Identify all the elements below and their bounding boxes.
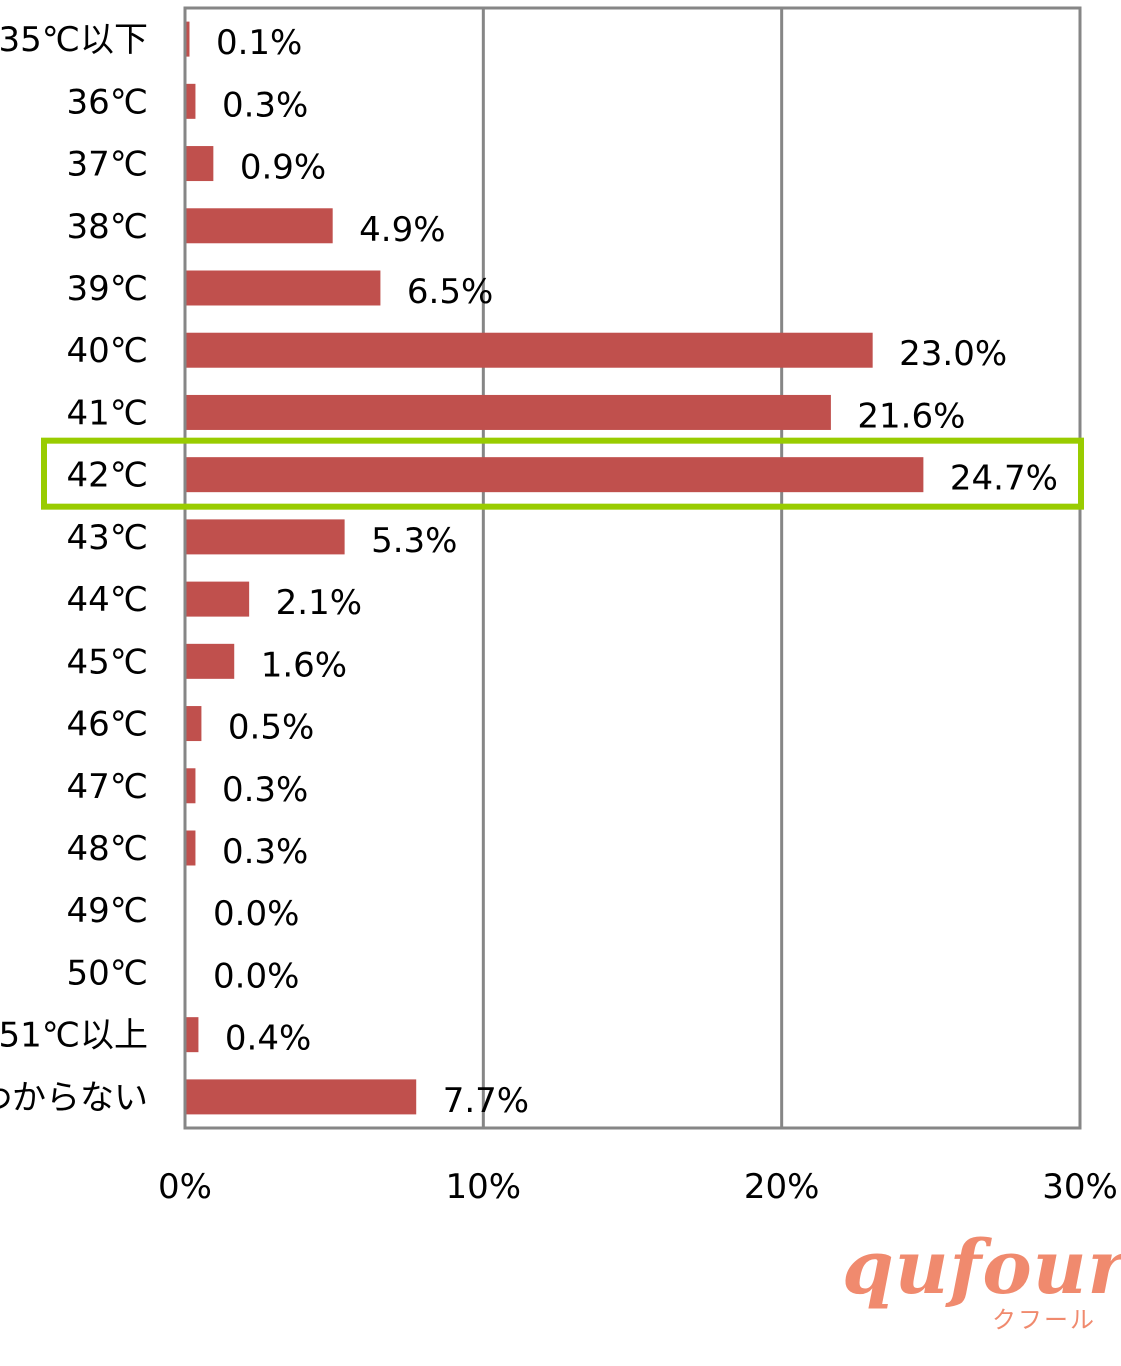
data-label: 0.4% <box>225 1019 311 1059</box>
highlight-layer <box>41 437 1084 510</box>
bar <box>186 1079 417 1115</box>
value-labels: 0.1% 0.3% 0.9% 4.9% 6.5% 23.0% 21.6% 24.7% 5.3%2… <box>213 23 1058 1121</box>
category-label: 35℃以下 <box>0 20 148 60</box>
category-label: 39℃ <box>67 269 148 309</box>
x-axis-tick-labels: 0% 10% 20% 30% <box>158 1167 1118 1207</box>
logo-wordmark: qufour <box>842 1225 1121 1311</box>
category-label: 40℃ <box>67 331 148 371</box>
plot-area-frame <box>183 6 1082 1130</box>
bar <box>186 83 196 119</box>
data-label: 21.6% <box>857 396 965 436</box>
highlight-box <box>41 437 1084 510</box>
data-label: 24.7% <box>950 459 1058 499</box>
data-label: 7.7% <box>443 1081 529 1121</box>
data-label: 23.0% <box>899 334 1007 374</box>
category-label: 38℃ <box>67 207 148 247</box>
logo-katakana: クフール <box>992 1306 1096 1334</box>
data-label: 0.3% <box>222 770 308 810</box>
category-label: 49℃ <box>67 891 148 931</box>
category-label: 46℃ <box>67 705 148 745</box>
bar <box>186 581 250 617</box>
category-labels: 35℃以下 36℃ 37℃ 38℃ 39℃ 40℃ 41℃ 42℃ 43℃ 44℃ 45℃ 46℃ 47… <box>0 20 148 1118</box>
category-label: 48℃ <box>67 829 148 869</box>
data-label: 6.5% <box>407 272 493 312</box>
bar <box>186 332 873 368</box>
bar <box>186 643 235 679</box>
data-label: 0.5% <box>228 708 314 748</box>
category-label: 44℃ <box>67 580 148 620</box>
data-label: 0.0% <box>213 894 299 934</box>
x-tick-label: 0% <box>158 1167 212 1207</box>
category-label: わからない <box>0 1078 148 1118</box>
category-label: 45℃ <box>67 642 148 682</box>
category-label: 51℃以上 <box>0 1016 148 1056</box>
bar <box>186 394 831 430</box>
data-label: 1.6% <box>261 645 347 685</box>
category-label: 37℃ <box>67 145 148 185</box>
data-label: 5.3% <box>371 521 457 561</box>
category-label: 47℃ <box>67 767 148 807</box>
data-label: 2.1% <box>276 583 362 623</box>
qufour-logo: qufour クフール <box>842 1228 1121 1346</box>
data-label: 0.9% <box>240 148 326 188</box>
data-label: 0.3% <box>222 85 308 125</box>
bar <box>186 706 202 742</box>
data-label: 0.3% <box>222 832 308 872</box>
grid-layer <box>183 6 1082 1130</box>
x-tick-label: 30% <box>1042 1167 1118 1207</box>
data-label: 0.0% <box>213 956 299 996</box>
bar <box>186 21 190 57</box>
category-label: 50℃ <box>67 953 148 993</box>
bar <box>186 830 196 866</box>
bar <box>186 1017 199 1053</box>
bar <box>186 208 333 244</box>
bar <box>186 270 381 306</box>
bar <box>186 768 196 804</box>
data-label: 4.9% <box>359 210 445 250</box>
bar <box>186 146 214 182</box>
category-label: 41℃ <box>67 393 148 433</box>
category-label: 36℃ <box>67 82 148 122</box>
bar-layer <box>186 21 924 1115</box>
x-tick-label: 10% <box>446 1167 522 1207</box>
x-tick-label: 20% <box>744 1167 820 1207</box>
bar <box>186 457 924 493</box>
category-label: 42℃ <box>67 456 148 496</box>
category-label: 43℃ <box>67 518 148 558</box>
data-label: 0.1% <box>216 23 302 63</box>
bar <box>186 519 345 555</box>
